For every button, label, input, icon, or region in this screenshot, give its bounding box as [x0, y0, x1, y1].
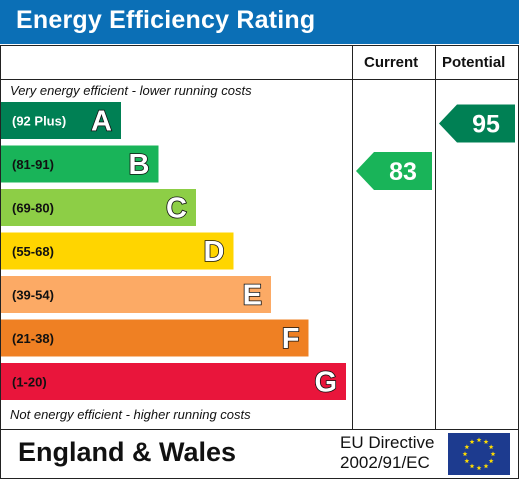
eu-flag-star	[476, 465, 482, 471]
header-bar: Energy Efficiency Rating	[0, 0, 519, 44]
eu-flag-star	[488, 444, 494, 450]
directive-line-2: 2002/91/EC	[340, 453, 430, 472]
eu-flag-star	[469, 439, 475, 444]
eu-flag-star	[476, 437, 482, 443]
note-bottom: Not energy efficient - higher running co…	[10, 407, 251, 422]
note-top: Very energy efficient - lower running co…	[10, 83, 252, 98]
eu-flag-icon	[448, 433, 510, 475]
directive-line-1: EU Directive	[340, 433, 435, 452]
column-header-current: Current	[364, 54, 419, 71]
chart-title: Energy Efficiency Rating	[16, 6, 316, 34]
eu-flag-star	[488, 458, 494, 464]
eu-flag-star	[483, 439, 489, 444]
footer-divider	[0, 429, 519, 430]
directive-label: EU Directive 2002/91/EC	[340, 433, 442, 473]
eu-flag-star	[469, 463, 475, 469]
column-divider-potential	[435, 45, 436, 429]
column-header-potential: Potential	[442, 54, 506, 71]
eu-flag-star	[490, 451, 496, 457]
eu-flag-star	[483, 463, 489, 469]
eu-flag-star	[464, 444, 470, 450]
column-header-divider	[0, 79, 519, 80]
region-label: England & Wales	[18, 437, 237, 467]
column-divider-current	[352, 45, 353, 429]
eu-flag-star	[464, 458, 470, 464]
eu-flag-star	[462, 451, 468, 457]
